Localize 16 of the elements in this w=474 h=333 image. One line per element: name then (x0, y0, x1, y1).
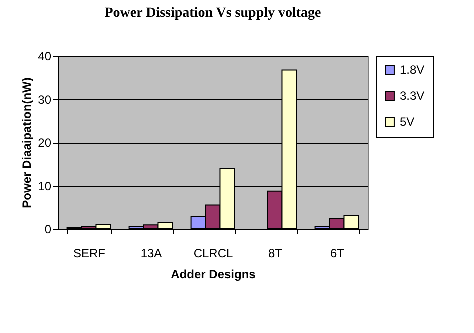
x-tick-label: 6T (330, 246, 346, 260)
y-tick-label: 20 (38, 136, 52, 150)
x-tick-label: 8T (268, 246, 284, 260)
legend-label: 1.8V (400, 63, 425, 77)
legend-label: 5V (400, 115, 415, 129)
y-tick-label: 0 (44, 222, 52, 236)
y-tick-label: 10 (38, 179, 52, 194)
x-tick-label: 13A (140, 246, 162, 260)
x-axis-title: Adder Designs (171, 268, 256, 282)
x-tick-label: SERF (73, 246, 106, 260)
x-tick-label: CLRCL (194, 246, 234, 260)
y-tick-label: 30 (38, 92, 52, 107)
y-axis-title: Power Diaaipation(nW) (20, 78, 34, 208)
y-tick-label: 40 (38, 50, 52, 64)
chart-title: Power Dissipation Vs supply voltage (104, 6, 322, 21)
legend-label: 3.3V (400, 89, 425, 103)
